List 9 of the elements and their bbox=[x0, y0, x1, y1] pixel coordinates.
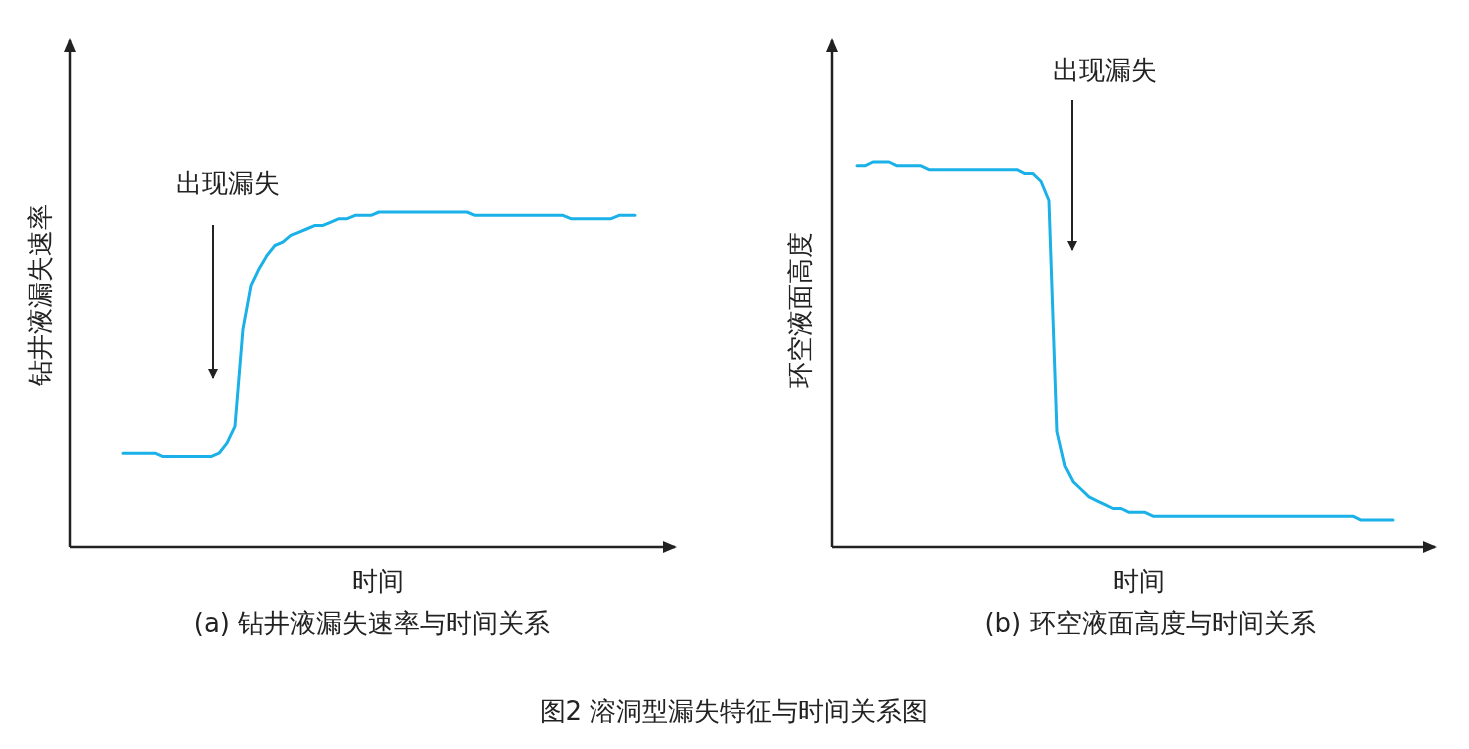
y-axis-title: 钻井液漏失速率 bbox=[25, 204, 56, 387]
text: (b) 环空液面高度与时间关系 bbox=[984, 608, 1316, 638]
y-axis-title: 环空液面高度 bbox=[785, 232, 816, 388]
text: 出现漏失 bbox=[1053, 55, 1157, 86]
x-axis-title: 时间 bbox=[351, 566, 404, 596]
caption: 图2 溶洞型漏失特征与时间关系图 bbox=[539, 696, 929, 726]
text: (a) 钻井液漏失速率与时间关系 bbox=[193, 608, 551, 638]
x-axis-title: 时间 bbox=[1112, 566, 1165, 596]
text: 出现漏失 bbox=[176, 168, 280, 199]
